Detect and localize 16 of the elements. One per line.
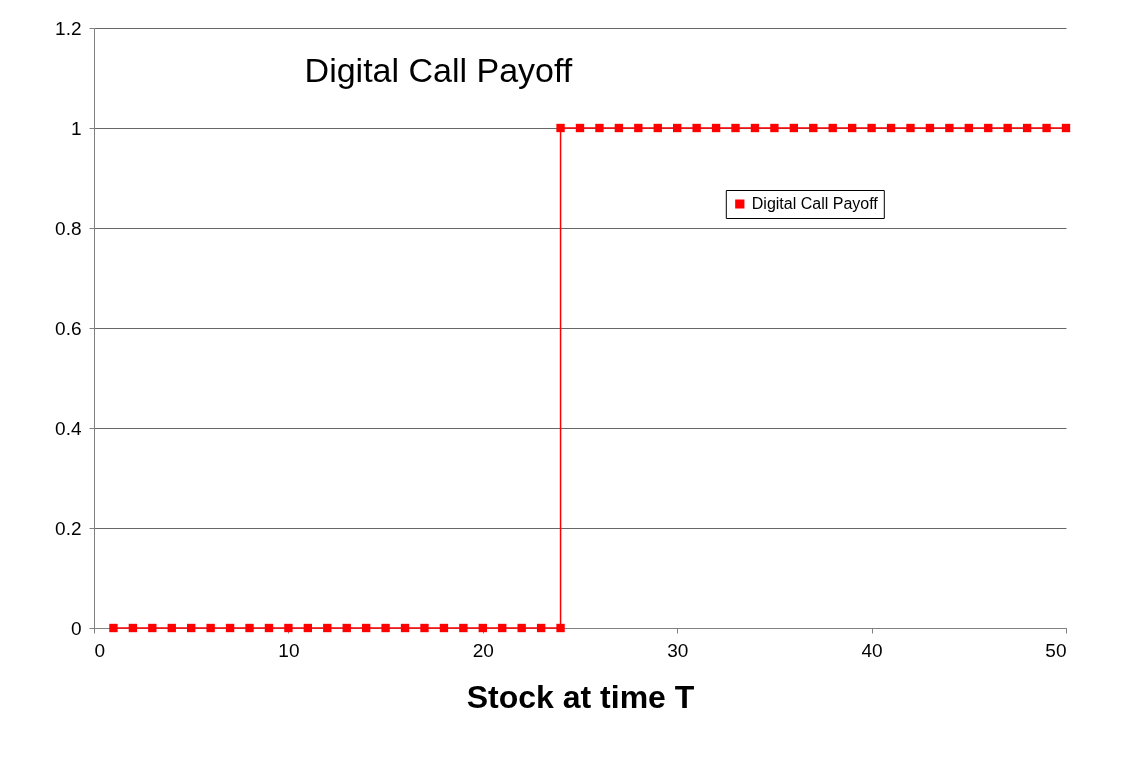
- y-tick-label: 0.6: [55, 317, 82, 339]
- x-tick-label: 0: [94, 639, 106, 661]
- text: Digital Call Payoff: [304, 51, 573, 89]
- y-tick-label: 0: [70, 617, 82, 639]
- legend-label: Digital Call Payoff: [751, 195, 879, 212]
- x-tick-label: 20: [472, 639, 494, 661]
- x-tick-label: 40: [861, 639, 883, 661]
- y-tick-label: 0.8: [55, 217, 82, 239]
- y-tick-label: 1.2: [55, 17, 82, 39]
- y-tick-label: 0.4: [55, 417, 82, 439]
- x-tick-label: 10: [278, 639, 300, 661]
- x-tick-label: 30: [667, 639, 689, 661]
- x-tick-label: 50: [1045, 639, 1067, 661]
- y-tick-label: 1: [70, 117, 82, 139]
- y-tick-label: 0.2: [55, 517, 82, 539]
- x-axis-title: Stock at time T: [466, 678, 695, 715]
